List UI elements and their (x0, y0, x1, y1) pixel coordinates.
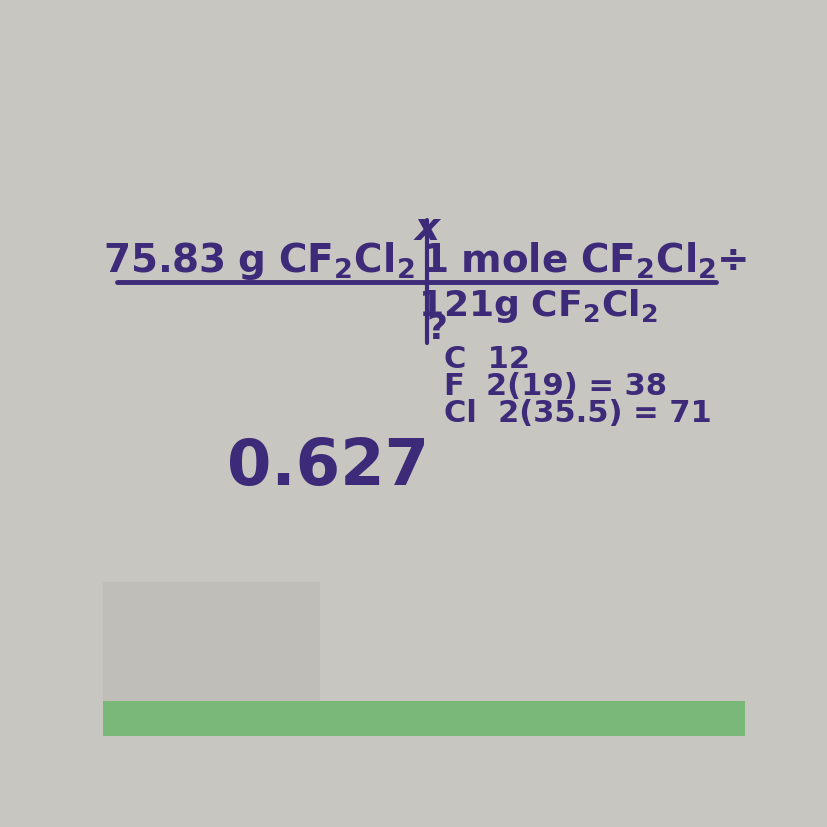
Text: $\mathbf{121g\ CF_2Cl_2}$: $\mathbf{121g\ CF_2Cl_2}$ (417, 286, 657, 324)
Text: F  2(19) = 38: F 2(19) = 38 (444, 371, 667, 400)
Text: C  12: C 12 (444, 345, 530, 374)
Bar (103, 701, 744, 736)
Bar (103, 582, 320, 736)
Text: $\mathbf{1\ mole\ CF_2Cl_2}$: $\mathbf{1\ mole\ CF_2Cl_2}$ (420, 241, 715, 281)
Text: ÷: ÷ (715, 241, 748, 280)
Text: Cl  2(35.5) = 71: Cl 2(35.5) = 71 (444, 399, 711, 428)
Text: 0.627: 0.627 (227, 436, 428, 498)
Text: x: x (414, 209, 439, 247)
Text: $\mathbf{75.83\ g\ CF_2Cl_2}$: $\mathbf{75.83\ g\ CF_2Cl_2}$ (103, 240, 414, 282)
Text: ?: ? (426, 312, 447, 346)
